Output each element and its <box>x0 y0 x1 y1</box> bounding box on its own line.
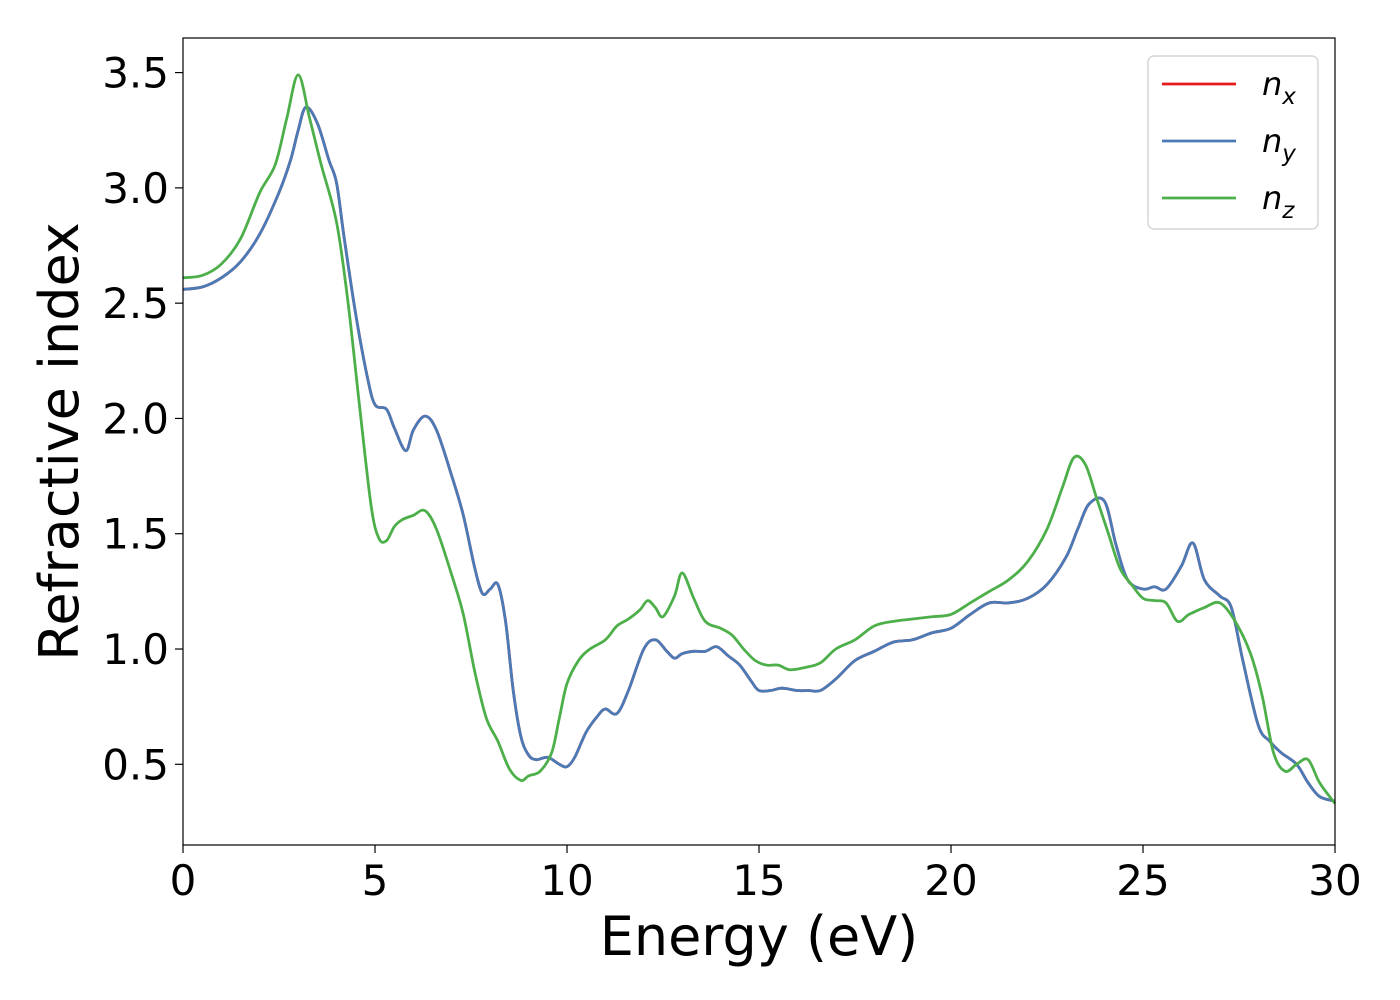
x-axis-label: Energy (eV) <box>600 905 919 968</box>
x-tick-label: 10 <box>540 856 593 905</box>
x-tick-label: 20 <box>924 856 977 905</box>
y-tick-label: 3.5 <box>102 49 169 98</box>
series-line-n_z <box>182 73 1337 805</box>
x-axis: 0 5 10 15 20 25 30 <box>170 845 1362 905</box>
x-tick-label: 15 <box>732 856 785 905</box>
y-tick-label: 3.0 <box>102 164 169 213</box>
y-tick-label: 0.5 <box>102 740 169 789</box>
series-lines <box>182 73 1337 805</box>
y-tick-label: 2.5 <box>102 279 169 328</box>
x-tick-label: 0 <box>170 856 197 905</box>
legend-label-n_z: nz <box>1262 179 1295 224</box>
x-tick-label: 25 <box>1116 856 1169 905</box>
legend-label-n_x: nx <box>1262 65 1296 110</box>
y-tick-label: 2.0 <box>102 394 169 443</box>
y-axis-label: Refractive index <box>28 222 91 661</box>
series-line-n_y <box>182 105 1336 803</box>
y-axis: 0.5 1.0 1.5 2.0 2.5 3.0 3.5 <box>102 49 183 789</box>
x-tick-label: 5 <box>362 856 389 905</box>
y-tick-label: 1.0 <box>102 625 169 674</box>
legend: nx ny nz <box>1147 55 1319 230</box>
legend-box <box>1147 55 1319 230</box>
legend-label-n_y: ny <box>1262 122 1296 167</box>
x-tick-label: 30 <box>1308 856 1361 905</box>
y-tick-label: 1.5 <box>102 510 169 559</box>
